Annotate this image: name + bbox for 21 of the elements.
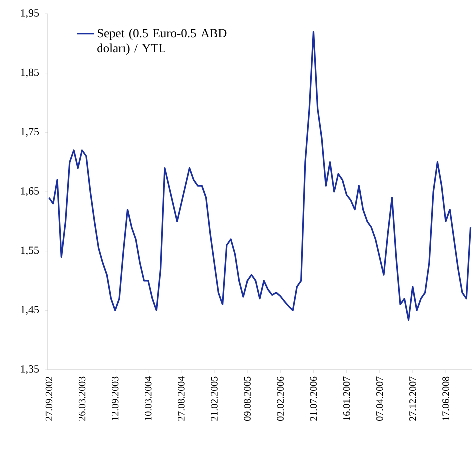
x-tick-label: 21.07.2006 xyxy=(310,376,318,421)
y-tick-label: 1,85 xyxy=(21,68,40,78)
x-tick-label: 07.04.2007 xyxy=(376,376,384,421)
x-tick-label: 17.06.2008 xyxy=(442,376,450,420)
x-tick-label: 27.09.2002 xyxy=(46,377,53,421)
y-tick-label: 1,35 xyxy=(21,366,40,374)
x-tick-label: 02.02.2006 xyxy=(277,376,284,421)
y-tick-label: 1,95 xyxy=(21,10,40,18)
y-tick-label: 1,75 xyxy=(21,128,40,138)
x-tick-label: 10.03.2004 xyxy=(145,376,152,420)
legend-label: Sepet (0.5 Euro-0.5 ABD doları) / YTL xyxy=(98,28,227,56)
x-tick-label: 27.08.2004 xyxy=(178,376,185,421)
y-tick-label: 1,45 xyxy=(21,306,40,316)
x-tick-label: 21.02.2005 xyxy=(211,376,218,421)
x-tick-label: 26.03.2003 xyxy=(78,376,86,421)
y-tick-label: 1,55 xyxy=(21,246,40,256)
y-tick-label: 1,65 xyxy=(21,188,40,196)
x-tick-label: 27.12.2007 xyxy=(410,376,416,421)
x-tick-label: 09.08.2005 xyxy=(244,376,251,421)
x-tick-label: 12.09.2003 xyxy=(112,376,119,420)
x-tick-label: 16.01.2007 xyxy=(343,376,350,420)
